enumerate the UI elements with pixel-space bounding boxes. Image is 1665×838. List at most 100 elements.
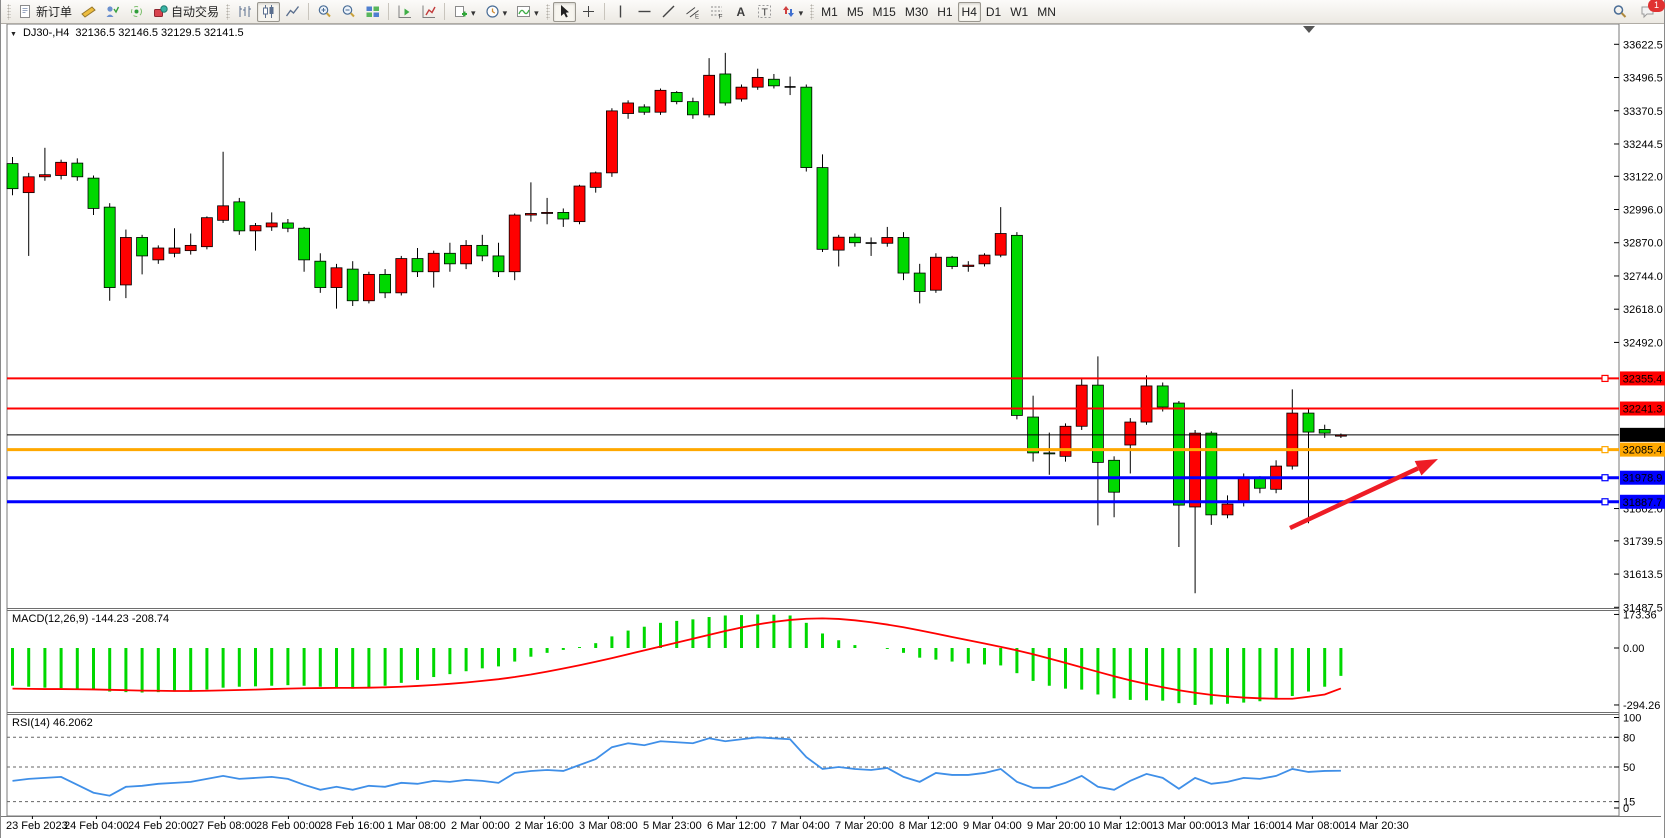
arrows-shapes-icon <box>781 4 796 19</box>
candle <box>768 73 780 89</box>
price-axis-label: 31487.5 <box>1623 602 1663 614</box>
candle <box>1075 378 1088 430</box>
new-chart-icon <box>453 4 468 19</box>
candle <box>573 184 586 225</box>
line-handle[interactable] <box>1601 374 1609 383</box>
candle <box>541 197 553 225</box>
chart-autoscroll-icon <box>397 4 412 19</box>
new-order-label: 新订单 <box>36 5 73 19</box>
vertical-line-tool-button[interactable] <box>609 2 632 22</box>
text-tool-button[interactable]: A <box>729 2 752 22</box>
line-handle[interactable] <box>1601 498 1609 506</box>
toolbar-separator <box>444 3 446 20</box>
tile-windows-button[interactable] <box>361 2 384 22</box>
line-handle[interactable] <box>1601 446 1609 454</box>
profile-button[interactable] <box>101 2 124 22</box>
trend-arrow-annotation[interactable] <box>1289 466 1420 531</box>
signal-icon <box>129 4 144 19</box>
dropdown-caret-icon <box>471 5 476 19</box>
equidistant-channel-icon: E <box>685 4 700 19</box>
time-axis-label: 7 Mar 20:00 <box>835 820 894 832</box>
candle <box>1092 356 1104 526</box>
price-level-badge-text: 31887.7 <box>1623 497 1663 509</box>
candle <box>719 52 732 106</box>
macd-signal-line <box>12 617 1342 700</box>
price-axis-label: 32492.0 <box>1623 337 1663 349</box>
candlestick-icon <box>261 4 276 19</box>
rsi-indicator-label: RSI(14) 46.2062 <box>12 717 93 729</box>
channel-tool-button[interactable]: E <box>681 2 704 22</box>
zoom-out-button[interactable] <box>337 2 360 22</box>
period-menu-button[interactable] <box>481 2 512 22</box>
chart-shift-icon <box>421 4 436 19</box>
candle <box>962 261 975 272</box>
timeframe-m30-button[interactable]: M30 <box>901 2 932 22</box>
new-order-button[interactable]: 新订单 <box>14 2 76 22</box>
signal-button[interactable] <box>125 2 148 22</box>
candle <box>395 255 408 296</box>
candle <box>897 232 910 281</box>
timeframe-d1-button[interactable]: D1 <box>982 2 1005 22</box>
trendline-icon <box>661 4 676 19</box>
line-handle[interactable] <box>1601 474 1609 482</box>
price-axis-label: 32744.0 <box>1623 271 1663 283</box>
timeframe-mn-button[interactable]: MN <box>1033 2 1060 22</box>
chat-button[interactable]: 1 <box>1636 0 1665 22</box>
trendline-tool-button[interactable] <box>657 2 680 22</box>
time-axis-label: 14 Mar 20:30 <box>1344 820 1409 832</box>
chart-symbol-period: DJ30-,H4 <box>22 27 70 39</box>
auto-scroll-button[interactable] <box>393 2 416 22</box>
chart-shift-button[interactable] <box>417 2 440 22</box>
candle <box>71 158 84 181</box>
toolbar-grip <box>545 3 550 20</box>
macd-axis-label: -294.26 <box>1623 700 1660 712</box>
wedge-tool-button[interactable] <box>77 2 100 22</box>
timeframe-m5-button[interactable]: M5 <box>843 2 868 22</box>
cursor-tool-button[interactable] <box>552 1 576 22</box>
timeframe-m15-button[interactable]: M15 <box>869 2 900 22</box>
candle <box>1043 432 1056 475</box>
svg-text:A: A <box>736 5 745 19</box>
text-label-tool-button[interactable]: T <box>753 2 776 22</box>
indicators-menu-button[interactable] <box>512 2 543 22</box>
timeframe-h1-button[interactable]: H1 <box>933 2 956 22</box>
timeframe-buttons: M1 M5 M15 M30 H1 H4 D1 W1 MN <box>817 1 1060 22</box>
candle <box>314 253 327 293</box>
auto-trading-button[interactable]: 自动交易 <box>149 2 223 22</box>
rsi-axis-label: 80 <box>1623 732 1635 744</box>
timeframe-w1-button[interactable]: W1 <box>1006 2 1032 22</box>
line-chart-mode-button[interactable] <box>281 2 304 22</box>
price-level-badge-text: 32085.4 <box>1623 445 1663 457</box>
fibonacci-tool-button[interactable]: F <box>705 2 728 22</box>
candle <box>508 213 521 281</box>
timeframe-h4-button[interactable]: H4 <box>957 1 981 22</box>
candle <box>476 234 489 262</box>
candle <box>200 216 213 250</box>
crosshair-tool-button[interactable] <box>577 2 600 22</box>
time-axis-label: 9 Mar 04:00 <box>963 820 1022 832</box>
rsi-axis-label: 50 <box>1623 762 1635 774</box>
arrows-menu-button[interactable] <box>777 2 808 22</box>
candle <box>152 245 165 264</box>
bar-chart-mode-button[interactable] <box>233 2 256 22</box>
search-button[interactable] <box>1608 2 1632 22</box>
timeframe-m1-button[interactable]: M1 <box>817 2 842 22</box>
candlestick-mode-button[interactable] <box>257 1 281 22</box>
time-axis-label: 7 Mar 04:00 <box>771 820 830 832</box>
candle <box>525 182 537 222</box>
zoom-in-button[interactable] <box>313 2 336 22</box>
trend-arrow-head[interactable] <box>1414 459 1438 476</box>
rsi-axis-label: 100 <box>1623 713 1641 725</box>
vertical-line-icon <box>613 4 628 19</box>
time-axis-label: 28 Feb 00:00 <box>256 820 321 832</box>
chart-expand-icon[interactable] <box>10 27 17 39</box>
chart-shift-marker[interactable] <box>1303 26 1315 33</box>
candle <box>881 226 894 247</box>
fibonacci-icon: F <box>709 4 724 19</box>
candle <box>606 108 618 177</box>
price-level-badge-text: 32141.5 <box>1623 430 1663 442</box>
horizontal-line-tool-button[interactable] <box>633 2 656 22</box>
new-chart-button[interactable] <box>449 2 480 22</box>
